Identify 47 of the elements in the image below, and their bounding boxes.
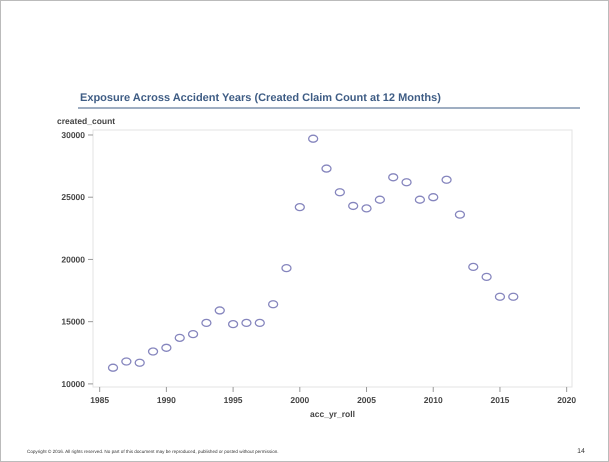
x-axis-title: acc_yr_roll	[310, 409, 355, 419]
point	[428, 193, 438, 202]
point	[228, 320, 238, 328]
x-tick-label: 1990	[156, 395, 176, 405]
x-tick-label: 1985	[90, 395, 110, 405]
point	[321, 164, 332, 173]
point	[268, 300, 278, 308]
point	[161, 344, 172, 352]
y-tick-label: 15000	[61, 316, 86, 327]
x-tick-label: 2000	[290, 395, 310, 405]
point	[121, 357, 132, 366]
y-tick-label: 10000	[61, 378, 86, 389]
point	[201, 318, 212, 328]
point	[494, 292, 506, 301]
point	[134, 358, 145, 367]
y-tick-label: 25000	[61, 192, 86, 202]
point	[481, 272, 492, 282]
point	[281, 264, 292, 272]
y-tick-label: 30000	[61, 130, 86, 140]
y-axis-title: created_count	[57, 116, 116, 126]
point	[188, 330, 198, 338]
point	[214, 306, 225, 315]
point	[334, 188, 345, 196]
point	[508, 292, 518, 301]
point	[441, 176, 452, 184]
point	[348, 202, 358, 210]
point	[174, 334, 185, 342]
point	[468, 262, 478, 272]
point	[361, 204, 372, 213]
point	[388, 173, 398, 182]
point	[241, 318, 252, 328]
point	[108, 364, 118, 372]
y-tick-label: 20000	[61, 254, 86, 264]
point	[148, 347, 158, 356]
point	[308, 134, 318, 143]
x-tick-label: 2020	[557, 395, 576, 405]
point	[254, 318, 265, 328]
point	[374, 196, 386, 204]
point	[294, 203, 305, 212]
x-tick-label: 2015	[490, 395, 510, 405]
x-tick-label: 2005	[357, 395, 376, 405]
x-tick-label: 2010	[424, 395, 443, 405]
point	[454, 210, 466, 219]
chart-title: Exposure Across Accident Years (Created Claim Count at 12 Months)	[80, 92, 442, 104]
x-tick-label: 1995	[224, 395, 243, 405]
point	[401, 178, 412, 186]
point	[414, 196, 426, 204]
